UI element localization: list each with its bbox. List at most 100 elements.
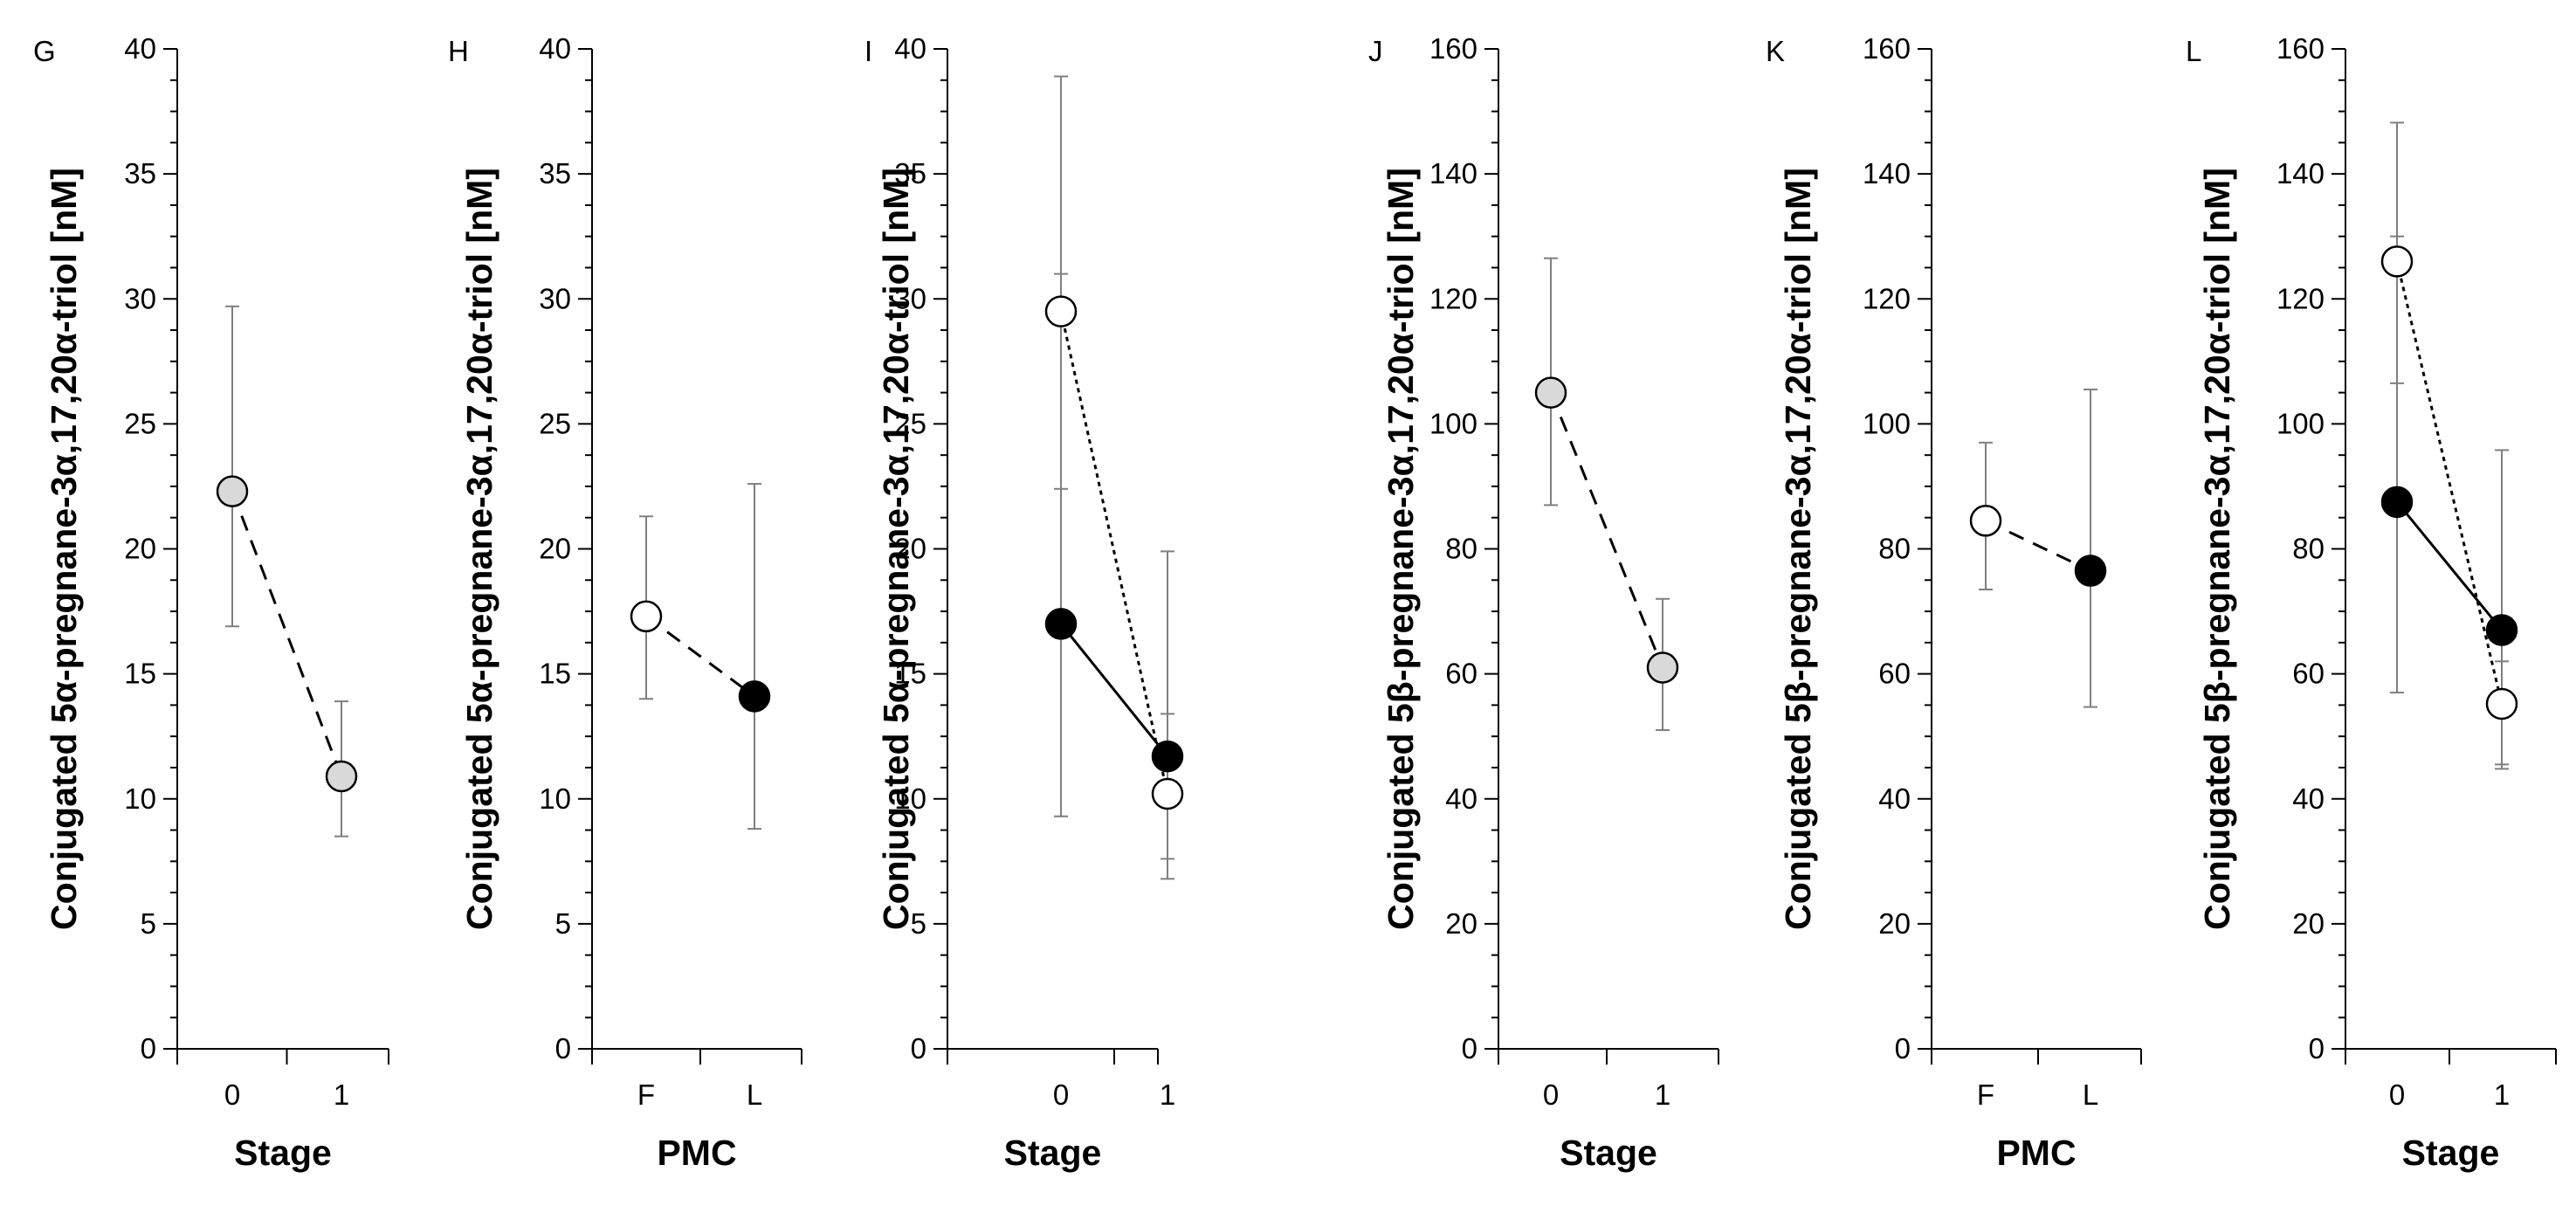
y-tick-label: 5 [141, 907, 156, 940]
series-line-l [1059, 623, 1169, 758]
panel-letter: H [448, 35, 469, 67]
series-connector-line [645, 615, 755, 698]
panel-letter: I [864, 35, 872, 67]
data-point-black [738, 680, 771, 713]
data-point-black [2485, 614, 2518, 646]
y-tick-label: 40 [539, 32, 571, 65]
x-tick-label: 1 [334, 1079, 349, 1111]
data-point-white [2380, 245, 2414, 278]
y-tick-label: 30 [124, 282, 156, 314]
y-tick-label: 140 [2276, 157, 2325, 190]
data-point-white [1044, 295, 1078, 327]
y-tick-label: 40 [894, 32, 926, 65]
y-tick-label: 0 [911, 1032, 926, 1065]
x-tick-label: F [1977, 1079, 1994, 1111]
panel-letter: J [1368, 35, 1383, 67]
y-tick-label: 10 [894, 782, 926, 815]
data-point-black [1044, 608, 1078, 640]
panel-letter: K [1766, 35, 1785, 67]
y-tick-label: 20 [1878, 907, 1911, 940]
x-axis-title: Stage [1004, 1133, 1102, 1173]
y-tick-label: 100 [1863, 407, 1911, 439]
y-tick-label: 20 [1445, 907, 1477, 940]
y-tick-label: 140 [1429, 157, 1477, 190]
series-line-f [2395, 260, 2504, 705]
y-tick-label: 35 [539, 157, 571, 190]
y-tick-label: 35 [124, 157, 156, 190]
y-axis-title: Conjugated 5α-pregnane-3α,17,20α-triol [… [44, 168, 84, 930]
y-tick-label: 80 [2292, 533, 2325, 565]
y-tick-label: 15 [894, 658, 926, 690]
data-point-grey [1534, 376, 1567, 409]
y-tick-label: 60 [2292, 658, 2325, 690]
x-tick-label: 0 [1543, 1079, 1559, 1111]
panel-l: L 0 20 40 60 80 100 120 140 160 0 1 Stage Conjugated … [2186, 32, 2557, 1173]
x-axis-title: Stage [1560, 1133, 1657, 1173]
x-tick-label: 1 [1160, 1079, 1175, 1111]
series-connector-line [1985, 519, 2091, 572]
x-tick-label: L [2083, 1079, 2098, 1111]
y-tick-label: 30 [894, 282, 926, 314]
series-line-f [1059, 311, 1169, 795]
y-axis-title: Conjugated 5β-pregnane-3α,17,20α-triol [… [1381, 168, 1421, 930]
y-tick-label: 25 [124, 407, 156, 439]
panel-i: I 0 5 10 15 20 25 30 35 40 0 1 Stage Conjugated 5α-pr… [864, 32, 1184, 1173]
x-tick-label: 0 [1053, 1079, 1069, 1111]
y-tick-label: 160 [1429, 32, 1477, 65]
x-axis-title: PMC [657, 1133, 736, 1173]
x-tick-label: L [747, 1079, 762, 1111]
x-tick-label: 1 [2494, 1079, 2510, 1111]
x-axis-title: Stage [234, 1133, 332, 1173]
y-tick-label: 160 [1863, 32, 1911, 65]
y-tick-label: 140 [1863, 157, 1911, 190]
y-tick-label: 120 [2276, 282, 2325, 314]
series-line-all [231, 491, 343, 777]
y-tick-label: 100 [2276, 407, 2325, 439]
data-point-white [1969, 505, 2002, 537]
series-line-l [2395, 500, 2504, 631]
y-tick-label: 120 [1429, 282, 1477, 314]
series-line-all [1549, 392, 1664, 669]
y-tick-label: 160 [2276, 32, 2325, 65]
y-tick-label: 0 [555, 1032, 571, 1065]
y-tick-label: 5 [911, 907, 926, 940]
y-tick-label: 40 [1878, 782, 1911, 815]
y-axis-title: Conjugated 5α-pregnane-3α,17,20α-triol [… [459, 168, 499, 930]
y-tick-label: 25 [539, 407, 571, 439]
x-tick-label: 1 [1655, 1079, 1670, 1111]
panel-letter: G [33, 35, 56, 67]
y-axis-title: Conjugated 5β-pregnane-3α,17,20α-triol [… [2197, 168, 2237, 930]
y-axis-title: Conjugated 5β-pregnane-3α,17,20α-triol [… [1778, 168, 1818, 930]
y-tick-label: 20 [539, 533, 571, 565]
y-tick-label: 30 [539, 282, 571, 314]
data-point-black [2074, 555, 2107, 587]
x-tick-label: F [637, 1079, 655, 1111]
data-point-grey [216, 475, 249, 507]
panel-j: J 0 20 40 60 80 100 120 140 160 0 1 Stage Conjugated … [1368, 32, 1719, 1173]
panel-letter: L [2186, 35, 2201, 67]
y-axis-title: Conjugated 5α-pregnane-3α,17,20α-triol [… [876, 168, 916, 930]
x-axis-title: Stage [2402, 1133, 2500, 1173]
y-tick-label: 15 [539, 658, 571, 690]
y-tick-label: 0 [2309, 1032, 2325, 1065]
y-tick-label: 15 [124, 658, 156, 690]
y-tick-label: 5 [555, 907, 571, 940]
y-tick-label: 20 [894, 533, 926, 565]
y-tick-label: 20 [124, 533, 156, 565]
y-tick-label: 20 [2292, 907, 2325, 940]
data-point-grey [1646, 651, 1679, 684]
y-tick-label: 40 [2292, 782, 2325, 815]
y-tick-label: 80 [1878, 533, 1911, 565]
y-tick-label: 35 [894, 157, 926, 190]
data-point-white [1151, 777, 1184, 810]
y-tick-label: 0 [141, 1032, 156, 1065]
y-tick-label: 60 [1445, 658, 1477, 690]
y-tick-label: 10 [124, 782, 156, 815]
y-tick-label: 60 [1878, 658, 1911, 690]
y-tick-label: 40 [124, 32, 156, 65]
data-point-white [630, 600, 663, 633]
y-tick-label: 120 [1863, 282, 1911, 314]
